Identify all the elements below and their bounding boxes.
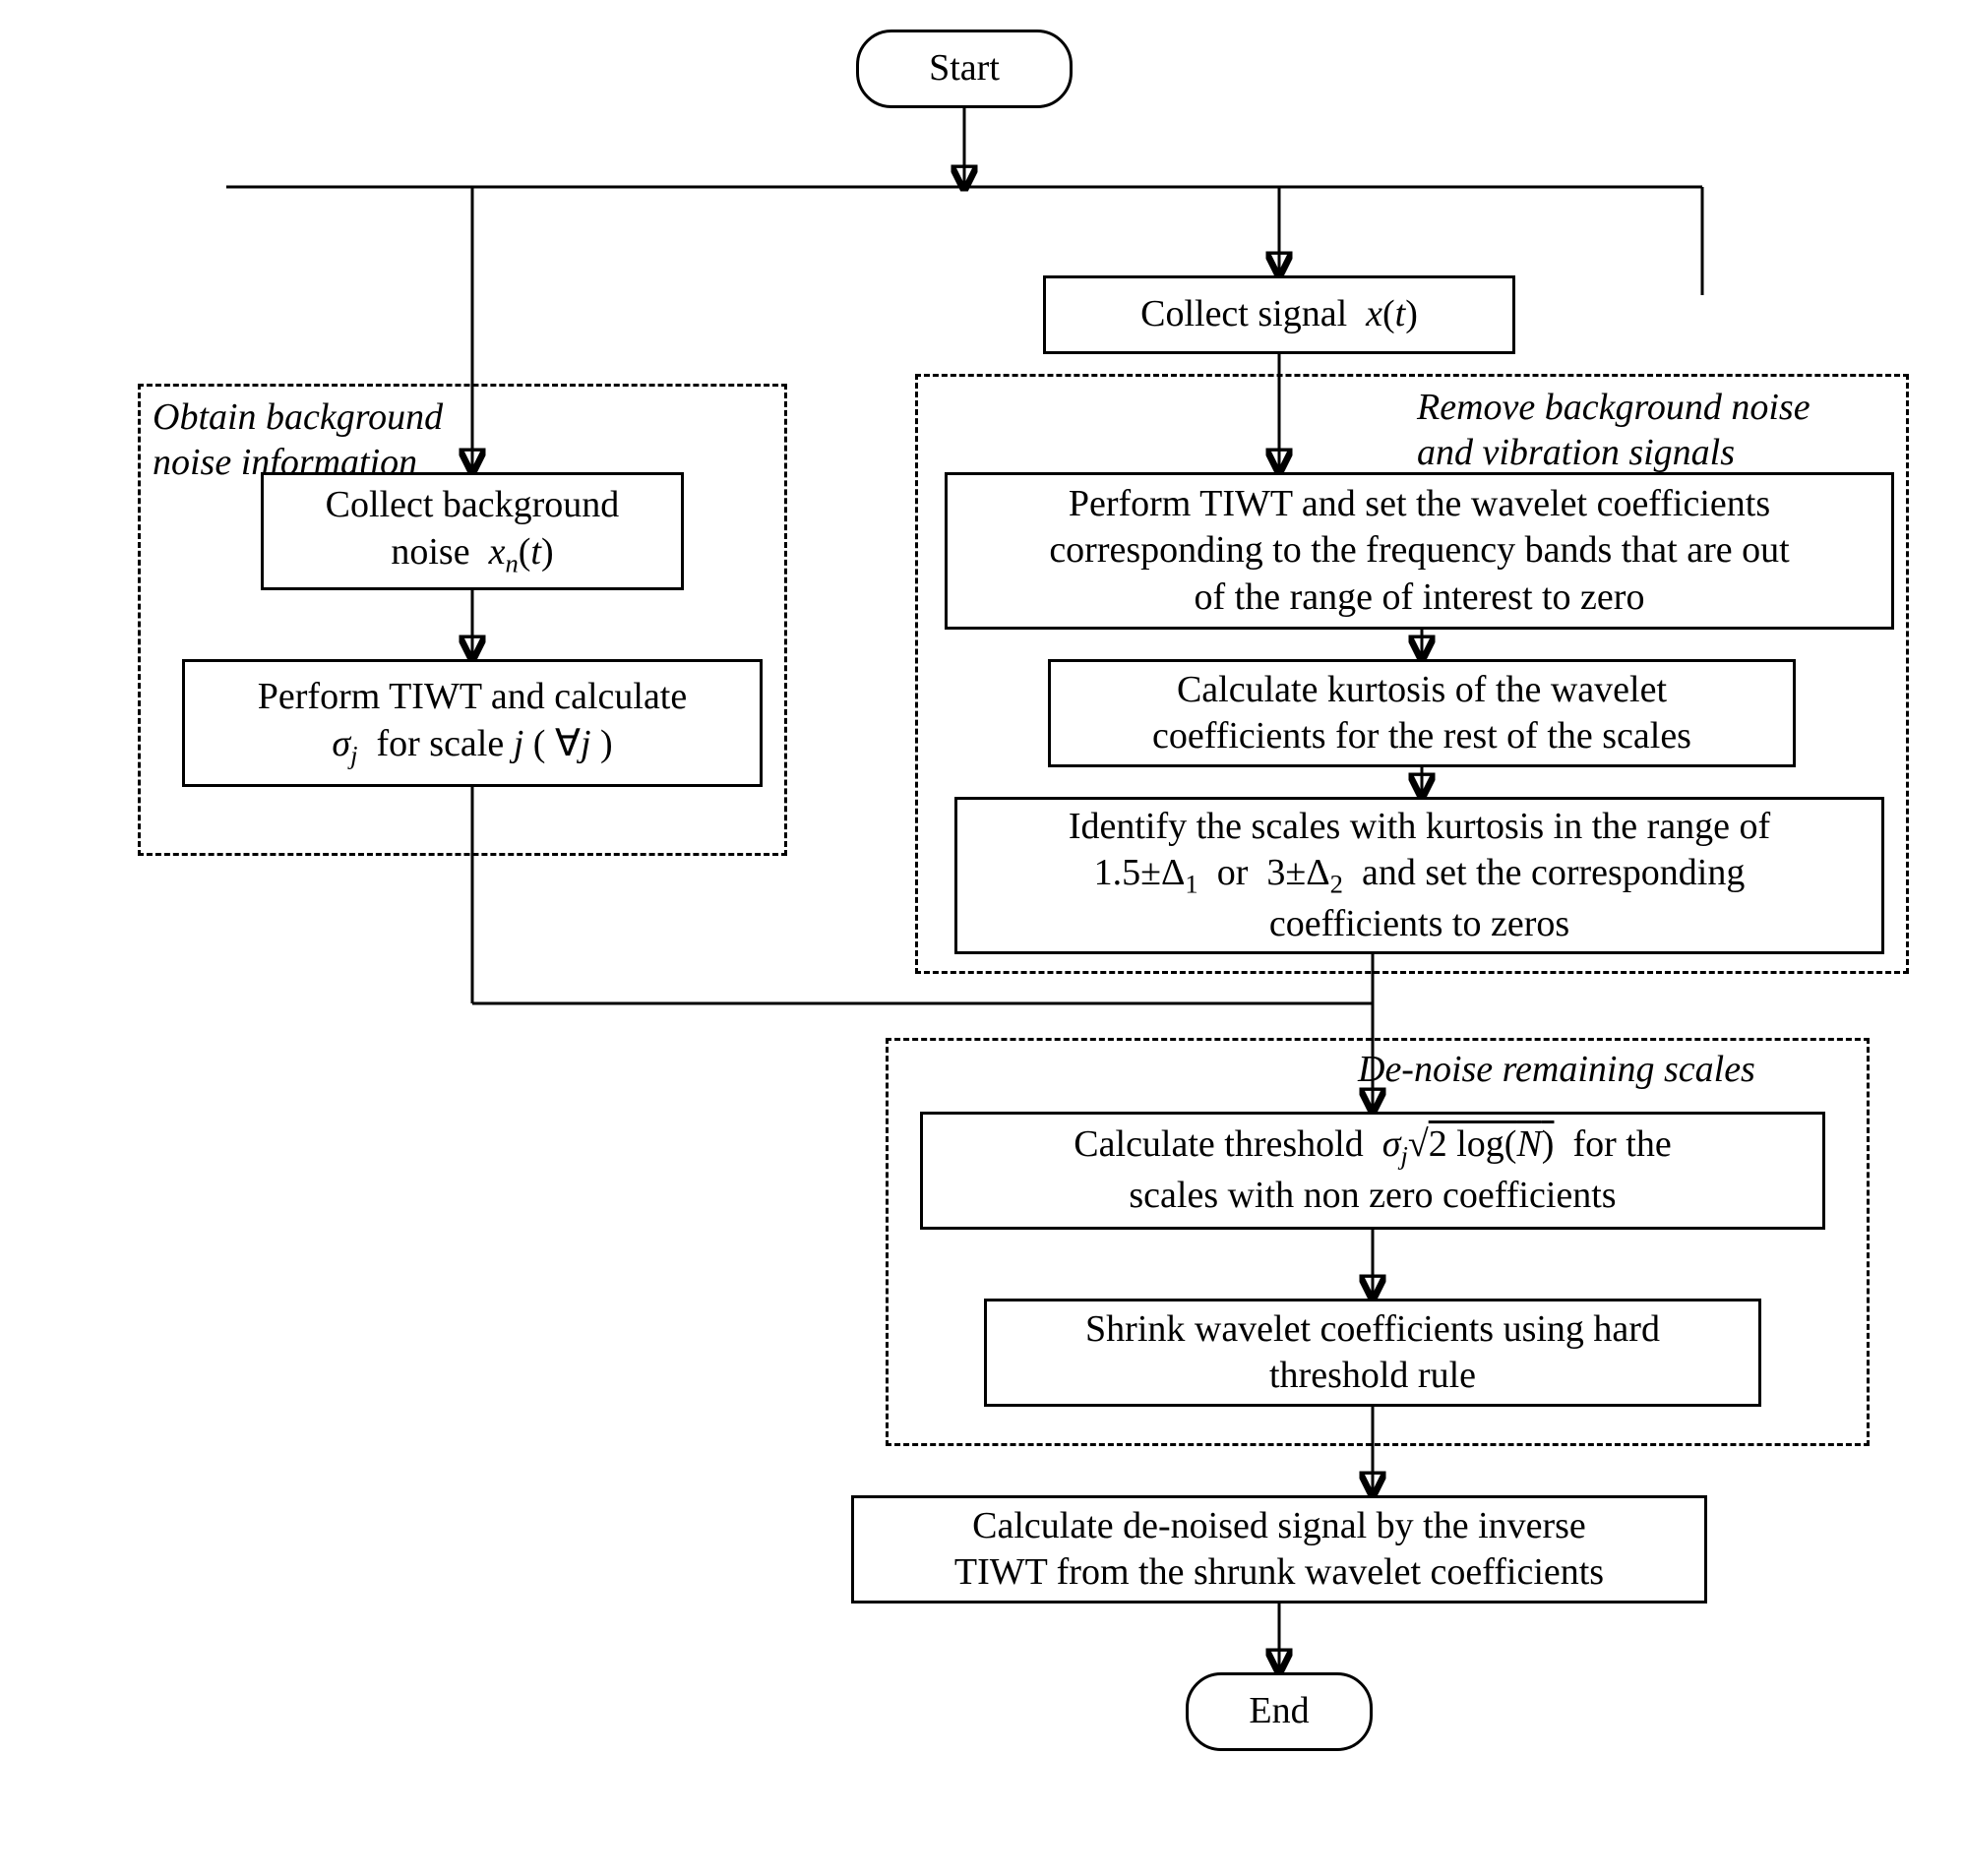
node-end: End [1186, 1672, 1373, 1751]
node-calculate-threshold-label: Calculate threshold σj√2 log(N) for thes… [1074, 1121, 1671, 1219]
node-identify-scales-kurtosis-label: Identify the scales with kurtosis in the… [1069, 804, 1770, 948]
group-label-denoise-remaining-scales: De-noise remaining scales [1358, 1048, 1755, 1093]
node-end-label: End [1249, 1688, 1309, 1735]
node-perform-tiwt-sigma-label: Perform TIWT and calculateσj for scale j… [258, 674, 687, 771]
node-perform-tiwt-sigma: Perform TIWT and calculateσj for scale j… [182, 659, 763, 787]
node-identify-scales-kurtosis: Identify the scales with kurtosis in the… [954, 797, 1884, 954]
node-calculate-kurtosis: Calculate kurtosis of the waveletcoeffic… [1048, 659, 1796, 767]
node-inverse-tiwt: Calculate de-noised signal by the invers… [851, 1495, 1707, 1604]
node-collect-background-noise-label: Collect backgroundnoise xn(t) [326, 482, 620, 579]
node-inverse-tiwt-label: Calculate de-noised signal by the invers… [954, 1503, 1604, 1597]
node-perform-tiwt-zero-bands-label: Perform TIWT and set the wavelet coeffic… [1049, 481, 1789, 622]
node-perform-tiwt-zero-bands: Perform TIWT and set the wavelet coeffic… [945, 472, 1894, 630]
node-collect-background-noise: Collect backgroundnoise xn(t) [261, 472, 684, 590]
node-start: Start [856, 30, 1073, 108]
node-start-label: Start [929, 45, 1000, 92]
node-calculate-kurtosis-label: Calculate kurtosis of the waveletcoeffic… [1152, 667, 1691, 760]
node-collect-signal-label: Collect signal x(t) [1140, 291, 1418, 338]
flowchart-canvas: Obtain background noise information Remo… [0, 0, 1964, 1876]
group-label-remove-background-noise: Remove background noise and vibration si… [1417, 386, 1811, 475]
node-shrink-coefficients-label: Shrink wavelet coefficients using hardth… [1085, 1306, 1660, 1400]
node-shrink-coefficients: Shrink wavelet coefficients using hardth… [984, 1299, 1761, 1407]
node-calculate-threshold: Calculate threshold σj√2 log(N) for thes… [920, 1112, 1825, 1230]
node-collect-signal: Collect signal x(t) [1043, 275, 1515, 354]
